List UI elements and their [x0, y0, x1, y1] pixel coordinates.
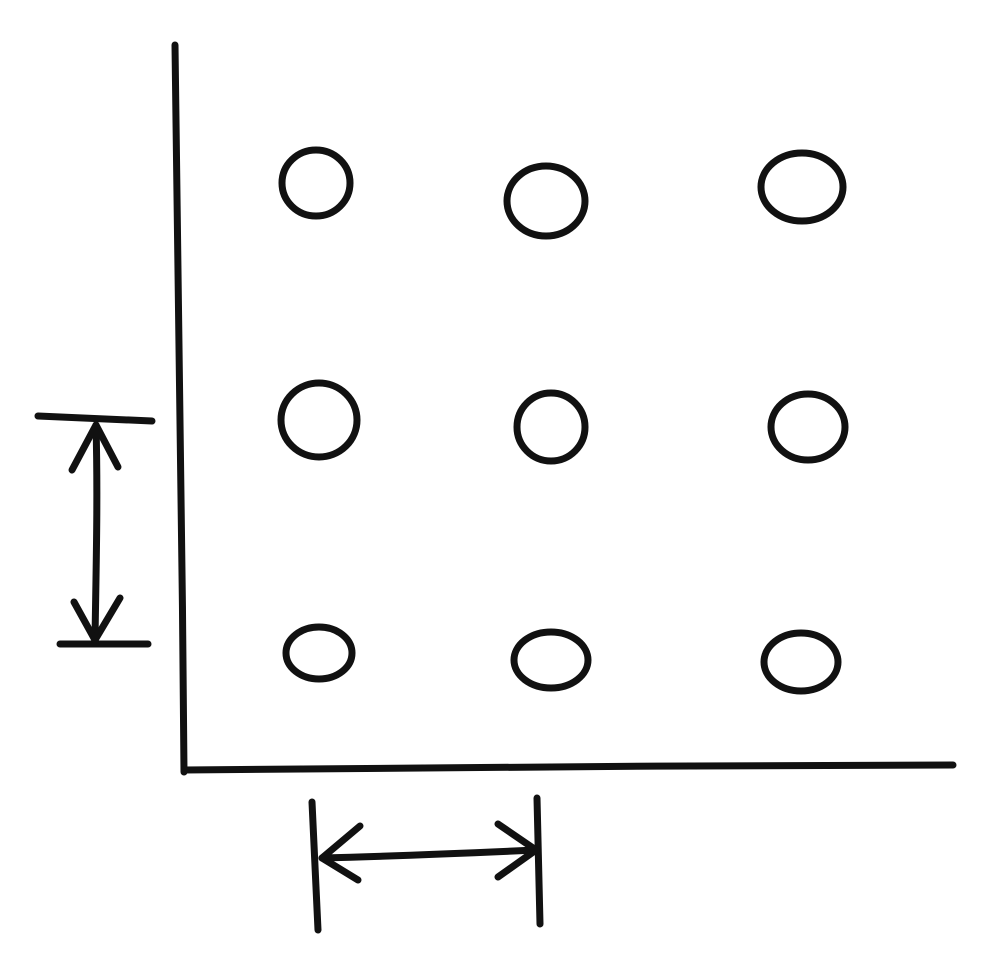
horizontal-dimension-left-tick — [308, 798, 322, 934]
grid-marker-circle — [767, 390, 849, 464]
grid-marker-circle — [503, 162, 589, 240]
horizontal-dimension-line — [318, 846, 540, 862]
x-axis-line — [180, 761, 957, 774]
grid-marker-circle — [757, 149, 847, 225]
grid-marker-circle — [760, 629, 842, 695]
grid-marker-circle — [278, 146, 354, 220]
grid-markers — [277, 146, 849, 695]
vertical-dimension-line — [91, 421, 101, 644]
vertical-dimension-arrowhead-up — [68, 421, 122, 474]
horizontal-dimension-arrowhead-right — [494, 820, 540, 881]
grid-marker-circle — [510, 628, 592, 692]
vertical-spacing-dimension — [34, 412, 156, 648]
grid-marker-circle — [277, 379, 361, 461]
grid-marker-circle — [282, 623, 356, 683]
y-axis-line — [171, 41, 188, 776]
vertical-dimension-top-tick — [34, 412, 156, 425]
horizontal-dimension-arrowhead-left — [318, 822, 364, 884]
grid-marker-circle — [513, 389, 589, 465]
horizontal-spacing-dimension — [308, 794, 544, 934]
horizontal-dimension-right-tick — [533, 794, 544, 928]
vertical-dimension-arrowhead-down — [70, 594, 124, 644]
